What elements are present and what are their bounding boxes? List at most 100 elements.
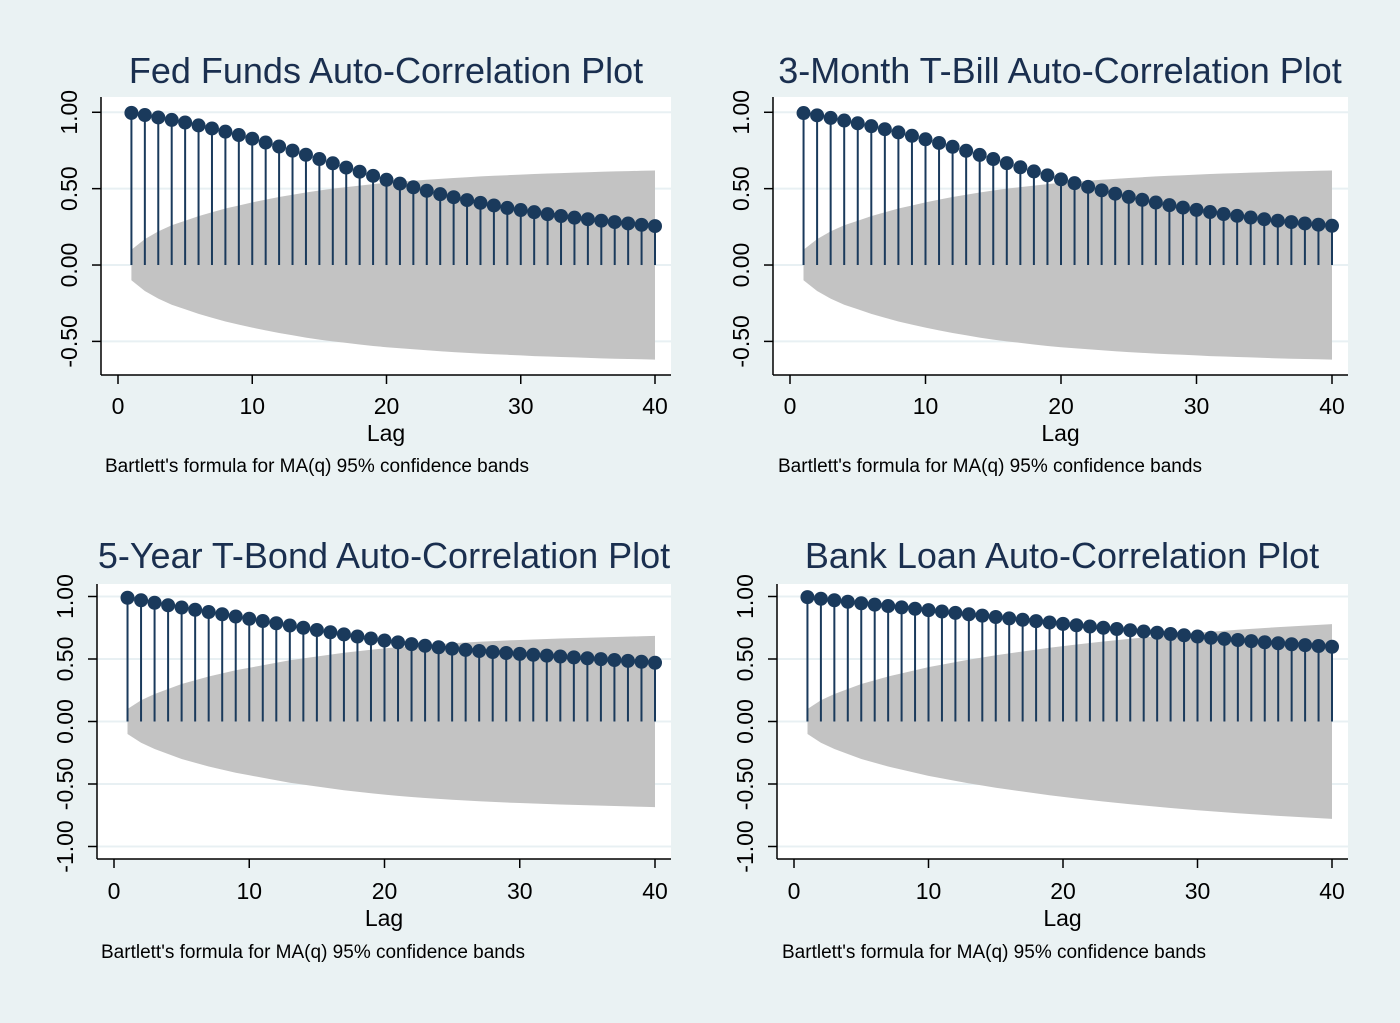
acf-point-lag-14 [972,147,987,162]
y-tick-label: -0.50 [728,315,754,367]
acf-point-lag-10 [921,603,936,618]
acf-point-lag-29 [1177,628,1192,643]
acf-point-lag-5 [854,596,869,611]
acf-point-lag-10 [918,132,933,147]
acf-point-lag-5 [174,600,189,615]
x-tick-label: 10 [916,878,942,904]
acf-point-lag-14 [298,147,313,162]
y-tick-label: 0.50 [728,166,754,211]
acf-point-lag-37 [607,653,622,667]
acf-point-lag-40 [648,219,662,234]
acf-point-lag-39 [634,217,649,232]
y-tick-label: -1.00 [52,820,78,872]
acf-point-lag-23 [419,183,434,198]
acf-point-lag-7 [201,605,216,619]
x-tick-label: 10 [236,878,262,904]
acf-point-lag-36 [1271,636,1286,651]
acf-point-lag-9 [908,601,923,616]
acf-point-lag-6 [864,119,879,134]
acf-point-lag-29 [499,646,514,660]
x-axis-title: Lag [1043,905,1081,931]
acf-point-lag-30 [513,203,528,218]
acf-point-lag-9 [228,609,243,624]
acf-point-lag-38 [1297,216,1312,231]
acf-point-lag-19 [1040,168,1055,183]
acf-point-lag-11 [932,135,947,150]
acf-point-lag-2 [134,593,149,608]
acf-point-lag-22 [406,180,421,195]
acf-point-lag-20 [1056,616,1070,631]
acf-point-lag-33 [554,208,569,223]
acf-point-lag-37 [1284,215,1299,230]
acf-point-lag-40 [1325,218,1339,233]
acf-point-lag-17 [1015,612,1030,627]
acf-point-lag-7 [877,122,892,137]
acf-point-lag-17 [1013,160,1028,175]
acf-point-lag-4 [161,598,176,613]
acf-point-lag-9 [231,128,246,143]
acf-point-lag-16 [323,625,338,640]
acf-point-lag-28 [486,198,501,213]
confidence-band [127,635,655,808]
y-tick-label: 1.00 [52,574,78,619]
acf-point-lag-33 [1230,208,1245,223]
acf-point-lag-21 [392,176,407,191]
acf-point-lag-13 [959,143,974,158]
acf-panel-2: -0.50 0.00 0.50 1.00 0 10 20 30 40 Lag 3-Month T-B… [728,50,1348,477]
acf-point-lag-1 [800,590,815,605]
acf-point-lag-23 [1096,620,1111,635]
acf-point-lag-35 [1257,635,1272,650]
acf-point-lag-11 [934,604,949,619]
acf-point-lag-18 [350,629,365,644]
acf-point-lag-34 [567,210,582,225]
acf-point-lag-11 [255,614,270,628]
x-tick-label: 30 [508,393,534,419]
acf-point-lag-40 [1325,639,1339,654]
x-tick-label: 0 [112,393,125,419]
acf-point-lag-2 [810,108,825,123]
acf-point-lag-14 [296,620,311,635]
acf-point-lag-32 [539,648,554,663]
x-tick-label: 40 [1319,393,1345,419]
y-tick-label: -0.50 [52,758,78,810]
acf-point-lag-40 [648,655,662,670]
acf-point-lag-4 [840,594,855,609]
acf-point-lag-18 [352,164,367,179]
x-tick-label: 40 [1319,878,1345,904]
chart-title: Bank Loan Auto-Correlation Plot [805,535,1319,576]
acf-point-lag-8 [218,124,233,139]
acf-point-lag-12 [945,139,960,154]
x-axis-title: Lag [365,905,403,931]
acf-point-lag-24 [431,640,446,655]
acf-point-lag-32 [540,207,555,222]
acf-point-lag-27 [1148,195,1163,210]
y-tick-label: 1.00 [728,90,754,135]
acf-point-lag-36 [1270,213,1285,228]
chart-title: 3-Month T-Bill Auto-Correlation Plot [778,50,1342,91]
acf-point-lag-29 [500,200,515,215]
acf-point-lag-35 [580,651,595,666]
acf-point-lag-16 [325,156,340,171]
acf-point-lag-15 [988,610,1003,624]
acf-point-lag-19 [363,631,378,646]
y-tick-label: -1.00 [732,820,758,872]
acf-point-lag-27 [1150,625,1165,640]
acf-point-lag-12 [272,139,287,154]
acf-point-lag-25 [446,190,461,205]
acf-point-lag-21 [391,635,406,650]
x-tick-label: 40 [642,878,668,904]
x-tick-label: 20 [374,393,400,419]
acf-point-lag-28 [1162,198,1177,213]
acf-point-lag-22 [1082,619,1097,634]
acf-point-lag-15 [312,152,327,167]
acf-point-lag-24 [433,187,448,202]
acf-point-lag-3 [147,595,162,610]
acf-point-lag-38 [621,216,636,231]
acf-point-lag-8 [894,600,909,615]
y-tick-label: -0.50 [56,315,82,367]
acf-point-lag-34 [1243,210,1258,225]
x-tick-label: 10 [239,393,265,419]
chart-title: Fed Funds Auto-Correlation Plot [129,50,643,91]
x-tick-label: 10 [913,393,939,419]
acf-point-lag-13 [282,618,297,633]
